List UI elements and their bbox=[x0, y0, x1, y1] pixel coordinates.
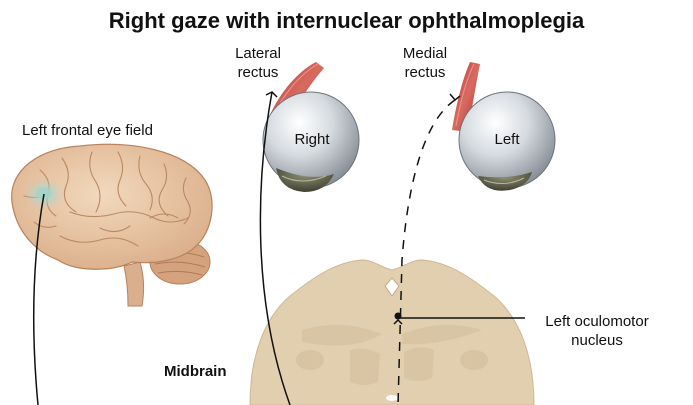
frontal-eye-field-label: Left frontal eye field bbox=[22, 122, 153, 139]
medial-rectus-label-line2: rectus bbox=[404, 64, 446, 81]
medial-rectus-synapse bbox=[449, 93, 461, 102]
right-eye-label: Right bbox=[294, 131, 330, 148]
lateral-rectus-synapse bbox=[265, 91, 278, 98]
brain-illustration bbox=[11, 143, 213, 307]
medial-rectus-label-line1: Medial bbox=[402, 45, 448, 62]
lateral-rectus-label: Lateral rectus bbox=[228, 44, 288, 82]
left-eye-illustration bbox=[452, 62, 556, 191]
medial-rectus-pathway-dashed bbox=[397, 99, 456, 405]
diagram-title: Right gaze with internuclear ophthalmopl… bbox=[108, 8, 585, 33]
lateral-rectus-label-line1: Lateral bbox=[235, 45, 281, 62]
medial-rectus-muscle bbox=[452, 62, 480, 132]
midbrain-cross-section bbox=[249, 259, 535, 405]
right-eye-illustration bbox=[262, 62, 360, 192]
oculomotor-synapse bbox=[393, 318, 403, 325]
lateral-rectus-pathway bbox=[259, 91, 291, 405]
oculomotor-nucleus-label-line1: Left oculomotor bbox=[545, 313, 649, 330]
oculomotor-nucleus-dot bbox=[394, 312, 402, 320]
left-eye-label: Left bbox=[494, 131, 520, 148]
pathway-lines bbox=[33, 91, 525, 405]
lateral-rectus-label-line2: rectus bbox=[237, 64, 279, 81]
oculomotor-nucleus-label-line2: nucleus bbox=[571, 332, 623, 349]
midbrain-label: Midbrain bbox=[164, 363, 227, 380]
oculomotor-nucleus-label: Left oculomotor nucleus bbox=[532, 312, 662, 350]
medial-rectus-label: Medial rectus bbox=[397, 44, 453, 82]
frontal-eye-field-pathway bbox=[33, 193, 45, 405]
